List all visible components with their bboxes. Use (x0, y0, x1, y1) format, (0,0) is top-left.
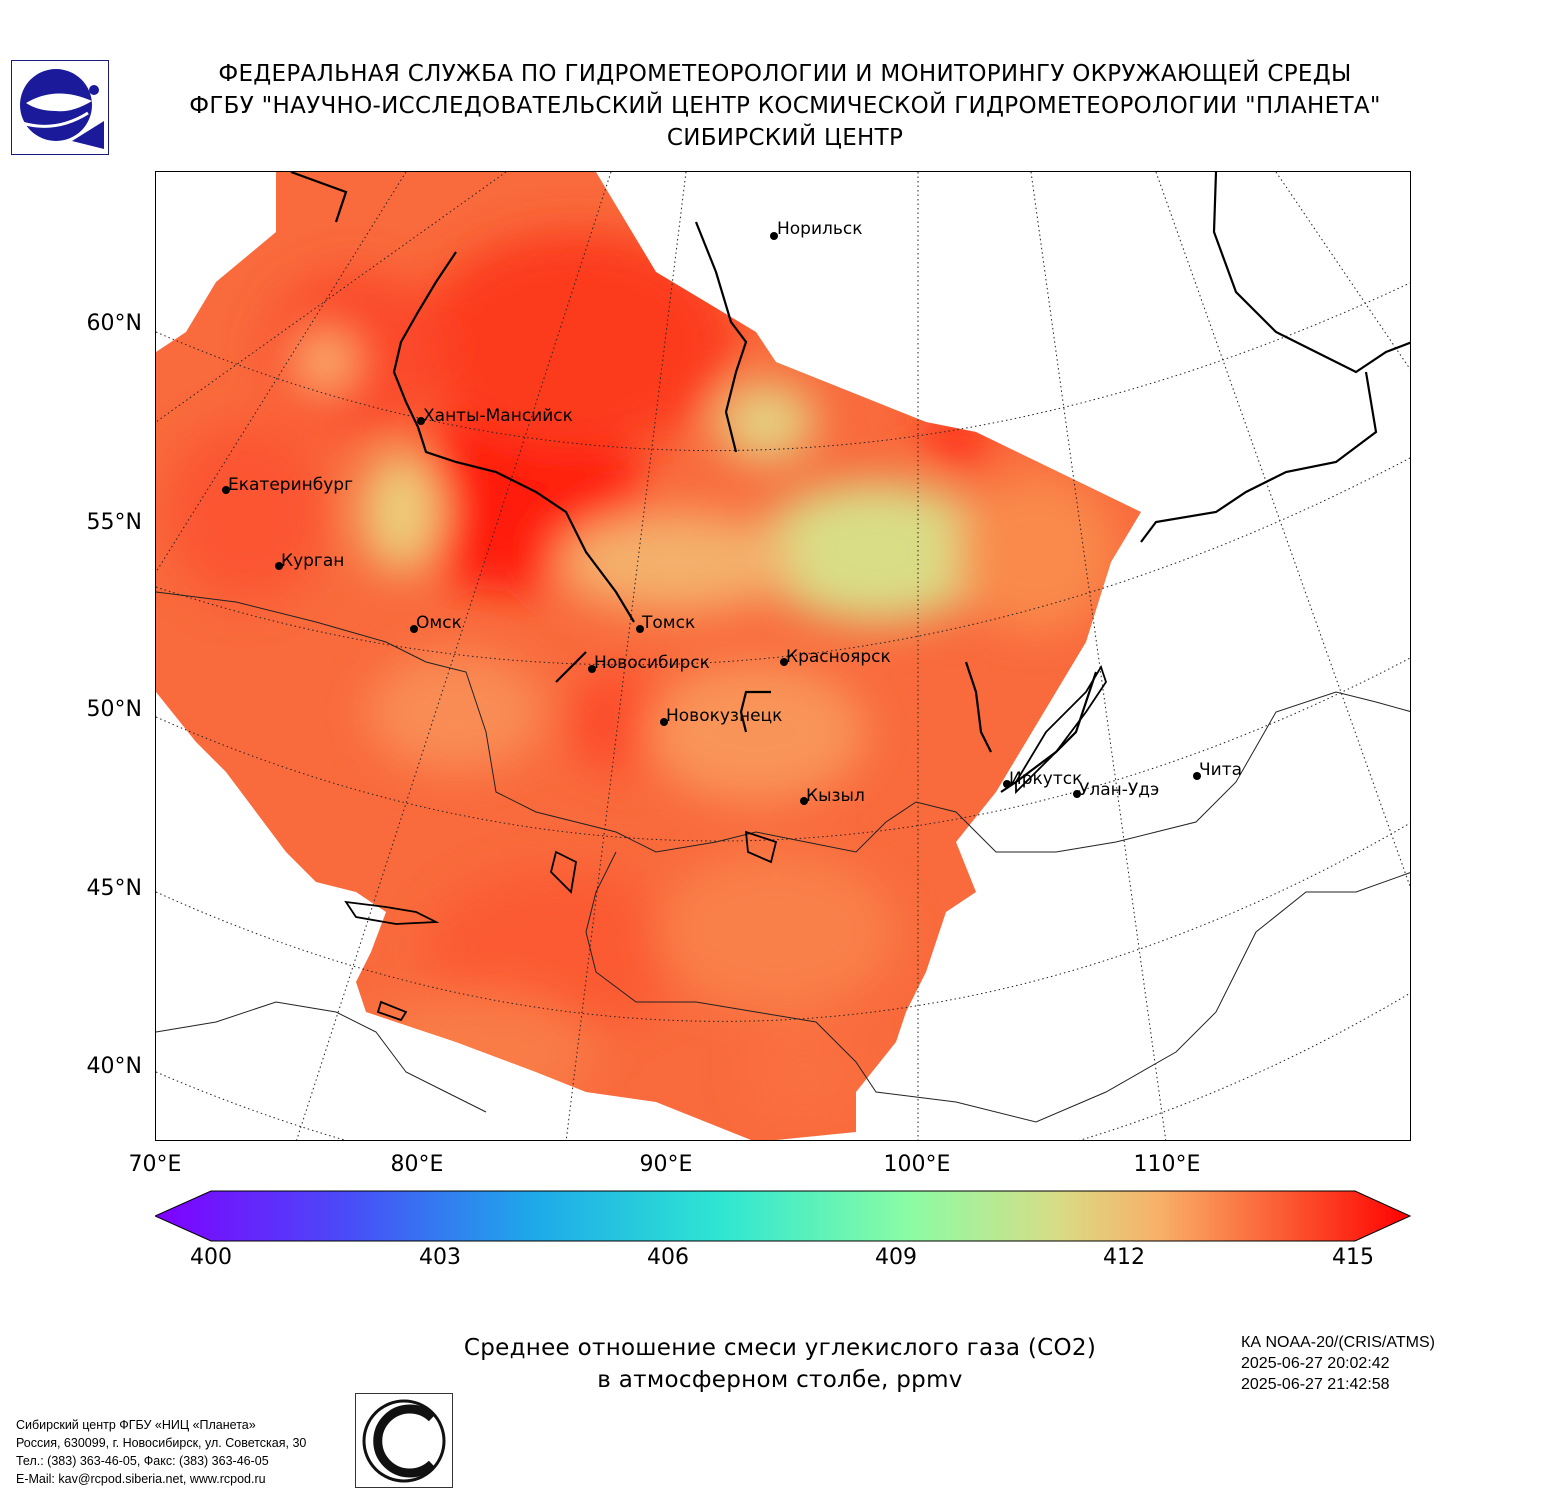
map-canvas: Норильск Ханты-Мансийск Екатеринбург Кур… (156, 172, 1410, 1140)
header-line-1: ФЕДЕРАЛЬНАЯ СЛУЖБА ПО ГИДРОМЕТЕОРОЛОГИИ … (218, 61, 1352, 87)
svg-text:Новокузнецк: Новокузнецк (666, 706, 782, 726)
satellite-end-time: 2025-06-27 21:42:58 (1241, 1376, 1390, 1393)
lat-label-50: 50°N (86, 697, 142, 722)
city-kurgan: Курган (275, 551, 344, 571)
city-krasnoyarsk: Красноярск (780, 647, 891, 667)
colorbar-tick-409: 409 (875, 1245, 917, 1270)
city-irkutsk: Иркутск (1003, 769, 1082, 789)
svg-text:Чита: Чита (1199, 760, 1242, 780)
co2-data-field (156, 172, 1141, 1140)
colorbar-tick-403: 403 (419, 1245, 461, 1270)
svg-text:Омск: Омск (416, 613, 462, 633)
lon-label-100: 100°E (883, 1152, 951, 1177)
lat-label-45: 45°N (86, 876, 142, 901)
city-markers: Норильск Ханты-Мансийск Екатеринбург Кур… (222, 219, 1242, 806)
colorbar-tick-412: 412 (1103, 1245, 1145, 1270)
city-chita: Чита (1193, 760, 1242, 780)
city-ekaterinburg: Екатеринбург (222, 475, 353, 495)
page-header: ФЕДЕРАЛЬНАЯ СЛУЖБА ПО ГИДРОМЕТЕОРОЛОГИИ … (120, 58, 1450, 154)
lon-label-90: 90°E (639, 1152, 693, 1177)
header-line-2: ФГБУ "НАУЧНО-ИССЛЕДОВАТЕЛЬСКИЙ ЦЕНТР КОС… (189, 93, 1381, 119)
svg-text:Норильск: Норильск (777, 219, 863, 239)
borders (156, 591, 1410, 1123)
svg-text:Иркутск: Иркутск (1009, 769, 1082, 789)
caption-line-2: в атмосферном столбе, ppmv (597, 1367, 963, 1393)
svg-text:Улан-Удэ: Улан-Удэ (1079, 780, 1159, 800)
contact-info: Сибирский центр ФГБУ «НИЦ «Планета» Росс… (16, 1416, 306, 1488)
city-omsk: Омск (410, 613, 462, 633)
city-ulan-ude: Улан-Удэ (1073, 780, 1159, 800)
colorbar-tick-415: 415 (1332, 1245, 1374, 1270)
satellite-name: КА NOAA-20/(CRIS/ATMS) (1241, 1334, 1435, 1351)
iso-9001-badge (355, 1393, 453, 1488)
city-novosibirsk: Новосибирск (588, 653, 710, 673)
graticule (156, 172, 1410, 1140)
colorbar (155, 1190, 1411, 1242)
svg-text:Томск: Томск (641, 613, 695, 633)
contact-line-2: Россия, 630099, г. Новосибирск, ул. Сове… (16, 1436, 307, 1450)
city-tomsk: Томск (636, 613, 695, 633)
city-khanty-mansiysk: Ханты-Мансийск (417, 406, 573, 426)
contact-line-4: E-Mail: kav@rcpod.siberia.net, www.rcpod… (16, 1472, 266, 1486)
roshydromet-logo (11, 60, 109, 155)
svg-text:Новосибирск: Новосибирск (594, 653, 710, 673)
contact-line-1: Сибирский центр ФГБУ «НИЦ «Планета» (16, 1418, 256, 1432)
city-norilsk: Норильск (770, 219, 863, 240)
header-line-3: СИБИРСКИЙ ЦЕНТР (666, 125, 904, 151)
lat-label-55: 55°N (86, 510, 142, 535)
svg-text:Екатеринбург: Екатеринбург (228, 475, 353, 495)
lat-label-60: 60°N (86, 311, 142, 336)
caption-line-1: Среднее отношение смеси углекислого газа… (463, 1335, 1097, 1361)
lon-label-70: 70°E (128, 1152, 182, 1177)
rivers (290, 172, 1410, 793)
satellite-start-time: 2025-06-27 20:02:42 (1241, 1355, 1390, 1372)
city-novokuznetsk: Новокузнецк (660, 706, 782, 726)
lat-label-40: 40°N (86, 1054, 142, 1079)
colorbar-tick-400: 400 (190, 1245, 232, 1270)
map-caption: Среднее отношение смеси углекислого газа… (380, 1332, 1180, 1396)
lon-label-110: 110°E (1133, 1152, 1201, 1177)
lon-label-80: 80°E (390, 1152, 444, 1177)
svg-text:Курган: Курган (281, 551, 344, 571)
colorbar-tick-406: 406 (647, 1245, 689, 1270)
svg-text:Кызыл: Кызыл (806, 786, 865, 806)
co2-map: Норильск Ханты-Мансийск Екатеринбург Кур… (155, 171, 1411, 1141)
svg-text:Красноярск: Красноярск (786, 647, 891, 667)
svg-text:Ханты-Мансийск: Ханты-Мансийск (423, 406, 573, 426)
city-kyzyl: Кызыл (800, 786, 865, 806)
lakes (344, 664, 1107, 1022)
satellite-info: КА NOAA-20/(CRIS/ATMS) 2025-06-27 20:02:… (1241, 1332, 1435, 1395)
contact-line-3: Тел.: (383) 363-46-05, Факс: (383) 363-4… (16, 1454, 269, 1468)
